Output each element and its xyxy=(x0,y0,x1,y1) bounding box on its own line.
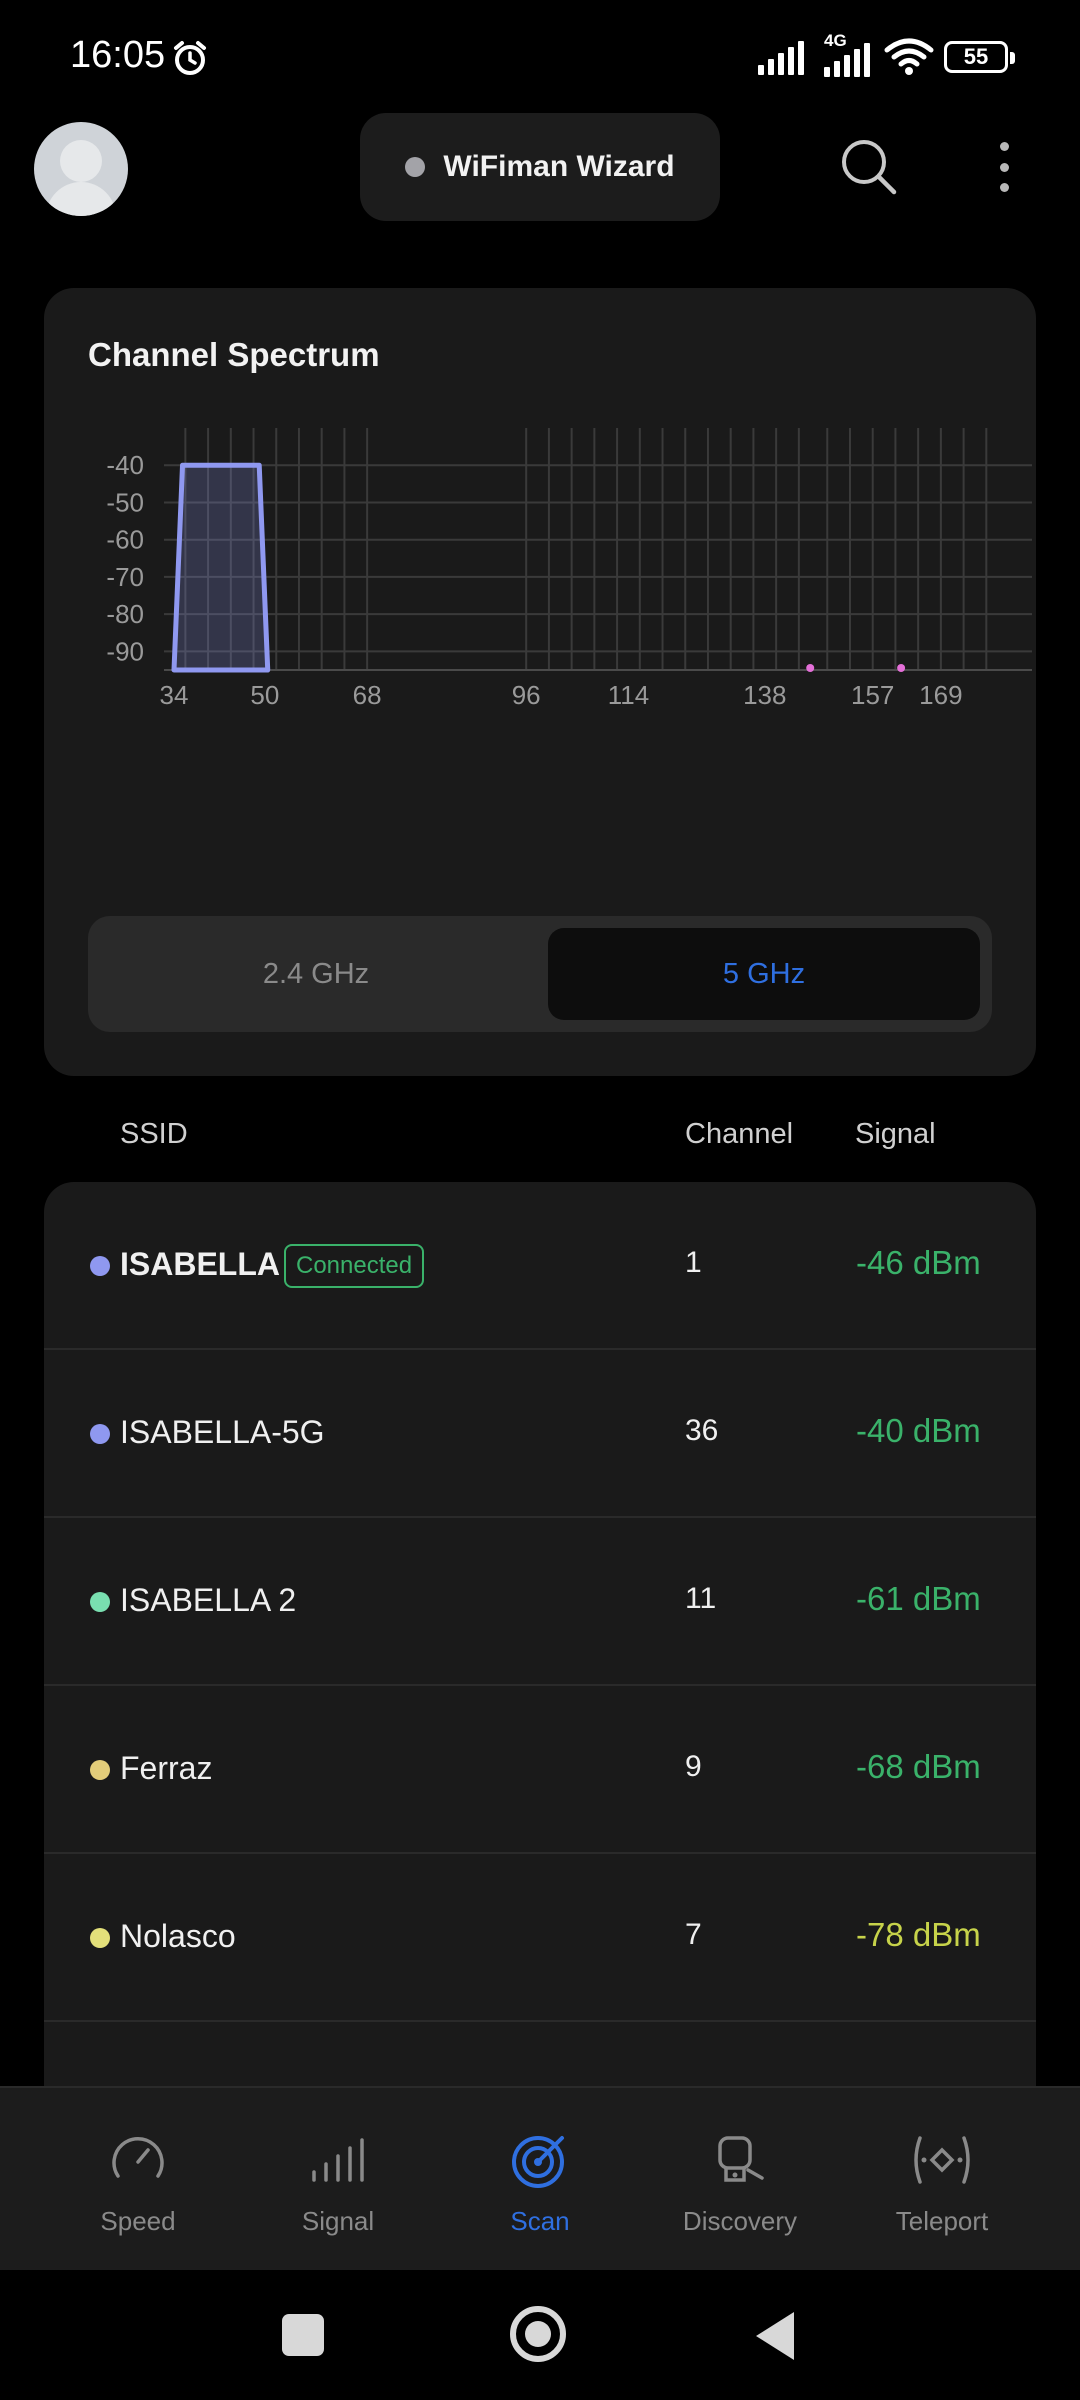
connected-badge: Connected xyxy=(284,1244,425,1288)
network-list-header: SSID Channel Signal xyxy=(0,1118,1080,1162)
spectrum-marker xyxy=(897,664,906,672)
recent-apps-button[interactable] xyxy=(282,2314,324,2356)
nav-signal-label: Signal xyxy=(301,2206,375,2236)
channel-value: 7 xyxy=(685,1918,702,1951)
signal-strength-icon xyxy=(758,41,804,75)
nav-discovery[interactable]: Discovery xyxy=(640,2128,840,2258)
channel-value: 36 xyxy=(685,1414,719,1447)
back-button[interactable] xyxy=(756,2312,794,2360)
nav-scan-label: Scan xyxy=(510,2206,570,2236)
nav-discovery-label: Discovery xyxy=(682,2206,798,2236)
ssid-color-dot xyxy=(90,1928,110,1948)
spectrum-marker xyxy=(806,664,815,672)
spectrum-series-area xyxy=(171,462,271,673)
nav-scan[interactable]: Scan xyxy=(440,2128,640,2258)
battery-icon: 55 xyxy=(944,41,1015,73)
list-item[interactable]: ISABELLA Connected 1 -46 dBm xyxy=(44,1182,1036,1350)
status-bar: 16:05 4G 55 xyxy=(0,0,1080,110)
band-selector: 2.4 GHz 5 GHz xyxy=(88,916,992,1032)
wifiman-wizard-button[interactable]: WiFiman Wizard xyxy=(360,113,720,221)
y-tick-label: -70 xyxy=(106,562,144,592)
list-item[interactable]: ISABELLA 2 11 -61 dBm xyxy=(44,1518,1036,1686)
x-tick-label: 157 xyxy=(851,680,894,710)
y-tick-label: -90 xyxy=(106,636,144,666)
header-signal: Signal xyxy=(855,1118,936,1150)
network-type: 4G xyxy=(824,31,847,50)
signal-value: -78 dBm xyxy=(856,1916,981,1953)
bottom-navigation: Speed Signal Scan Discovery T xyxy=(0,2086,1080,2272)
alarm-icon xyxy=(174,41,206,75)
band-5ghz-button[interactable]: 5 GHz xyxy=(548,928,980,1020)
avatar[interactable] xyxy=(34,122,128,216)
status-time: 16:05 xyxy=(70,34,166,76)
channel-value: 11 xyxy=(685,1582,717,1615)
channel-value: 1 xyxy=(685,1246,702,1279)
radar-scan-icon xyxy=(512,2136,564,2188)
list-item[interactable]: ISABELLA-5G 36 -40 dBm xyxy=(44,1350,1036,1518)
home-button[interactable] xyxy=(510,2306,566,2362)
channel-spectrum-card: Channel Spectrum -40 -50 -60 -70 -80 -90 34 50 6… xyxy=(44,288,1036,1076)
x-tick-label: 169 xyxy=(919,680,962,710)
signal-value: -40 dBm xyxy=(856,1412,981,1449)
nav-signal[interactable]: Signal xyxy=(238,2128,438,2258)
ssid-label: Ferraz xyxy=(120,1750,213,1786)
y-tick-label: -50 xyxy=(106,487,144,517)
nav-speed[interactable]: Speed xyxy=(38,2128,238,2258)
system-navigation-bar xyxy=(0,2270,1080,2400)
ssid-label: ISABELLA xyxy=(120,1246,280,1282)
signal-strength-4g-icon: 4G xyxy=(818,31,874,77)
y-tick-label: -40 xyxy=(106,450,144,480)
speedometer-icon xyxy=(112,2136,164,2178)
x-tick-label: 50 xyxy=(250,680,279,710)
x-tick-label: 68 xyxy=(353,680,382,710)
channel-value: 9 xyxy=(685,1750,702,1783)
signal-bars-icon xyxy=(312,2138,364,2182)
search-icon[interactable] xyxy=(838,136,900,198)
ssid-color-dot xyxy=(90,1256,110,1276)
band-2-4ghz-button[interactable]: 2.4 GHz xyxy=(262,957,370,990)
ssid-label: ISABELLA 2 xyxy=(120,1582,297,1618)
teleport-icon xyxy=(914,2136,970,2184)
nav-teleport-label: Teleport xyxy=(895,2206,989,2236)
wizard-status-dot xyxy=(405,157,426,177)
y-tick-label: -80 xyxy=(106,599,144,629)
ssid-label: Nolasco xyxy=(120,1918,236,1954)
ssid-label: ISABELLA-5G xyxy=(120,1414,325,1450)
ssid-color-dot xyxy=(90,1760,110,1780)
x-tick-label: 114 xyxy=(608,680,649,710)
status-icons: 4G 55 xyxy=(756,31,1015,80)
x-tick-label: 34 xyxy=(160,680,189,710)
x-tick-label: 96 xyxy=(512,680,541,710)
nav-teleport[interactable]: Teleport xyxy=(842,2128,1042,2258)
wizard-label: WiFiman Wizard xyxy=(443,150,675,183)
list-item[interactable] xyxy=(44,2022,1036,2086)
nav-speed-label: Speed xyxy=(100,2206,176,2236)
list-item[interactable]: Nolasco 7 -78 dBm xyxy=(44,1854,1036,2022)
header-channel: Channel xyxy=(685,1118,794,1150)
ssid-color-dot xyxy=(90,1424,110,1444)
signal-value: -46 dBm xyxy=(856,1244,981,1281)
more-options-icon[interactable] xyxy=(984,136,1024,198)
signal-value: -68 dBm xyxy=(856,1748,981,1785)
card-title: Channel Spectrum xyxy=(88,336,380,373)
wifi-icon xyxy=(884,38,934,75)
device-discovery-icon xyxy=(718,2136,764,2182)
x-tick-label: 138 xyxy=(743,680,786,710)
ssid-color-dot xyxy=(90,1592,110,1612)
signal-value: -61 dBm xyxy=(856,1580,981,1617)
network-list: ISABELLA Connected 1 -46 dBm ISABELLA-5G… xyxy=(44,1182,1036,2086)
list-item[interactable]: Ferraz 9 -68 dBm xyxy=(44,1686,1036,1854)
header-ssid: SSID xyxy=(120,1118,188,1150)
spectrum-chart: -40 -50 -60 -70 -80 -90 34 50 68 96 114 138 157 169 xyxy=(106,428,1032,710)
y-tick-label: -60 xyxy=(106,525,144,555)
